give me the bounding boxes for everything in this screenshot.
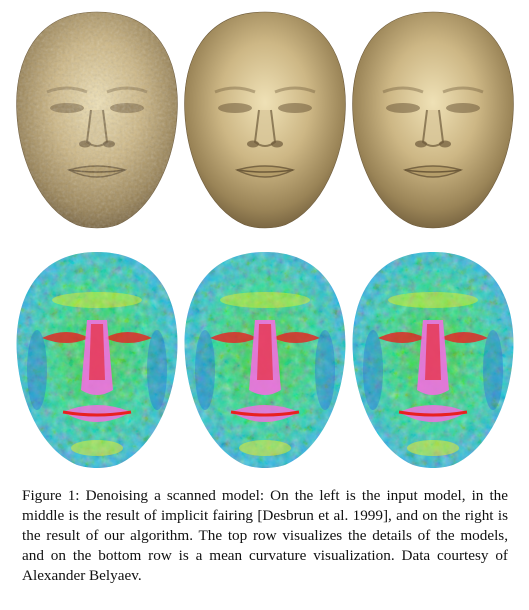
face-panel-bottom-middle xyxy=(184,252,346,468)
figure-caption: Figure 1: Denoising a scanned model: On … xyxy=(22,487,508,584)
face-panel-bottom-right xyxy=(352,252,514,468)
face-panel-top-middle xyxy=(184,11,346,229)
figure-panels xyxy=(16,11,514,468)
figure-1 xyxy=(16,11,514,468)
face-panel-top-left xyxy=(16,11,178,229)
face-panel-top-right xyxy=(352,11,514,229)
face-panel-bottom-left xyxy=(16,252,178,468)
